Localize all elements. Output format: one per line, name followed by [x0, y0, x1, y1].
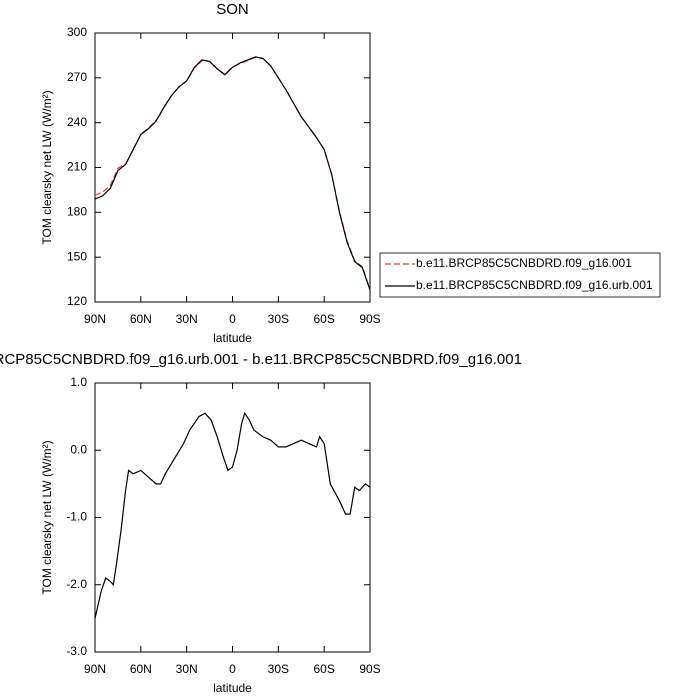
legend-label: b.e11.BRCP85C5CNBDRD.f09_g16.001 — [416, 256, 632, 270]
y-tick-label: 150 — [67, 249, 87, 263]
x-tick-label: 90S — [359, 662, 380, 676]
chart-title: SON — [216, 1, 249, 18]
x-tick-label: 30S — [268, 312, 289, 326]
x-tick-label: 0 — [229, 662, 236, 676]
x-axis-label: latitude — [213, 331, 252, 345]
y-tick-label: 1.0 — [70, 375, 87, 389]
y-axis-label: TOM clearsky net LW (W/m²) — [40, 440, 54, 594]
data-line — [94, 56, 371, 290]
x-tick-label: 60N — [130, 312, 152, 326]
x-tick-label: 0 — [229, 312, 236, 326]
x-tick-label: 90N — [84, 662, 106, 676]
x-tick-label: 60S — [313, 662, 334, 676]
x-tick-label: 60N — [130, 662, 152, 676]
legend-label: b.e11.BRCP85C5CNBDRD.f09_g16.urb.001 — [416, 278, 653, 292]
y-tick-label: 180 — [67, 205, 87, 219]
y-axis-label: TOM clearsky net LW (W/m²) — [40, 90, 54, 244]
y-tick-label: -2.0 — [66, 577, 87, 591]
y-tick-label: 240 — [67, 115, 87, 129]
data-line — [94, 411, 371, 619]
y-tick-label: 0.0 — [70, 442, 87, 456]
legend-box — [379, 252, 661, 298]
y-tick-label: 270 — [67, 70, 87, 84]
y-tick-label: 210 — [67, 160, 87, 174]
y-tick-label: -3.0 — [66, 644, 87, 658]
y-tick-label: 120 — [67, 294, 87, 308]
x-tick-label: 30S — [268, 662, 289, 676]
plot-frame — [94, 382, 371, 653]
x-tick-label: 30N — [176, 662, 198, 676]
x-axis-label: latitude — [213, 681, 252, 695]
y-tick-label: -1.0 — [66, 510, 87, 524]
chart-title: b.e11.BRCP85C5CNBDRD.f09_g16.urb.001 - b… — [0, 351, 522, 368]
y-tick-label: 300 — [67, 25, 87, 39]
x-tick-label: 30N — [176, 312, 198, 326]
plot-frame — [94, 32, 371, 303]
x-tick-label: 90N — [84, 312, 106, 326]
x-tick-label: 60S — [313, 312, 334, 326]
data-line — [94, 56, 371, 291]
x-tick-label: 90S — [359, 312, 380, 326]
